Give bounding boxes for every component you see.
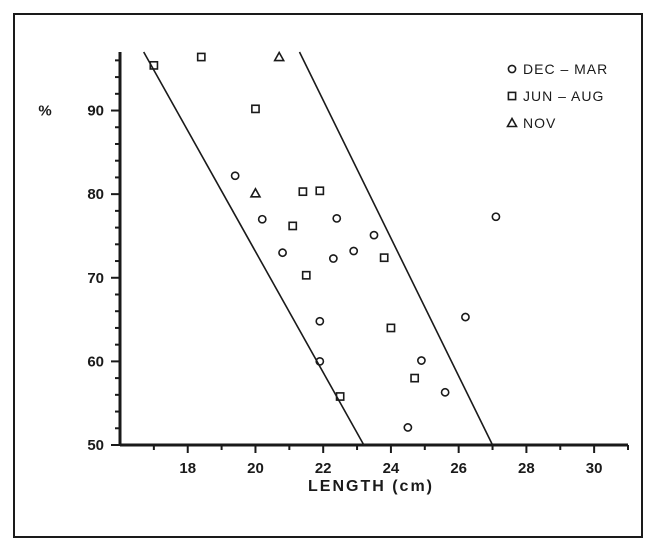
x-tick-label: 22	[315, 460, 332, 477]
legend-marker-square	[507, 91, 517, 101]
legend-label: DEC – MAR	[523, 61, 608, 77]
data-point-circle	[349, 246, 359, 256]
x-tick-label: 18	[179, 460, 196, 477]
data-point-square	[288, 221, 298, 231]
data-point-triangle	[249, 187, 262, 198]
y-axis-label: %	[38, 103, 51, 120]
chart-frame	[13, 13, 643, 538]
x-axis-title: LENGTH (cm)	[308, 478, 434, 495]
y-tick-label: 70	[87, 270, 104, 287]
y-tick-label: 80	[87, 186, 104, 203]
data-point-square	[301, 270, 311, 280]
legend-marker-circle	[507, 64, 517, 74]
data-point-circle	[403, 423, 413, 432]
legend-label: JUN – AUG	[523, 88, 604, 104]
x-tick-label: 24	[383, 460, 400, 477]
legend-marker-triangle	[506, 116, 518, 128]
data-point-square	[298, 187, 308, 197]
data-point-square	[149, 60, 159, 70]
data-point-circle	[461, 312, 470, 322]
x-tick-label: 20	[247, 460, 264, 477]
data-point-triangle	[273, 50, 286, 62]
data-point-square	[196, 52, 206, 62]
x-tick-label: 28	[518, 460, 535, 477]
y-tick-label: 60	[87, 353, 104, 370]
data-point-circle	[491, 212, 501, 222]
data-point-square	[315, 186, 325, 196]
data-point-square	[251, 104, 260, 114]
y-tick-label: 50	[87, 437, 104, 454]
data-point-circle	[257, 214, 267, 224]
x-tick-label: 30	[586, 460, 603, 477]
boundary-line-1	[143, 51, 365, 446]
data-point-circle	[369, 230, 379, 240]
data-point-circle	[332, 213, 342, 223]
data-point-circle	[230, 171, 240, 181]
data-point-square	[335, 392, 345, 401]
data-point-square	[379, 253, 389, 263]
data-point-square	[386, 323, 396, 333]
data-point-circle	[417, 356, 426, 365]
data-point-square	[410, 373, 420, 383]
legend-label: NOV	[523, 115, 556, 131]
data-point-circle	[315, 316, 325, 326]
x-tick-label: 26	[450, 460, 467, 477]
data-point-circle	[440, 387, 450, 397]
data-point-circle	[278, 248, 287, 258]
boundary-line-2	[298, 51, 494, 446]
data-point-circle	[328, 254, 338, 263]
y-tick-label: 90	[87, 103, 104, 120]
data-point-circle	[315, 356, 325, 366]
